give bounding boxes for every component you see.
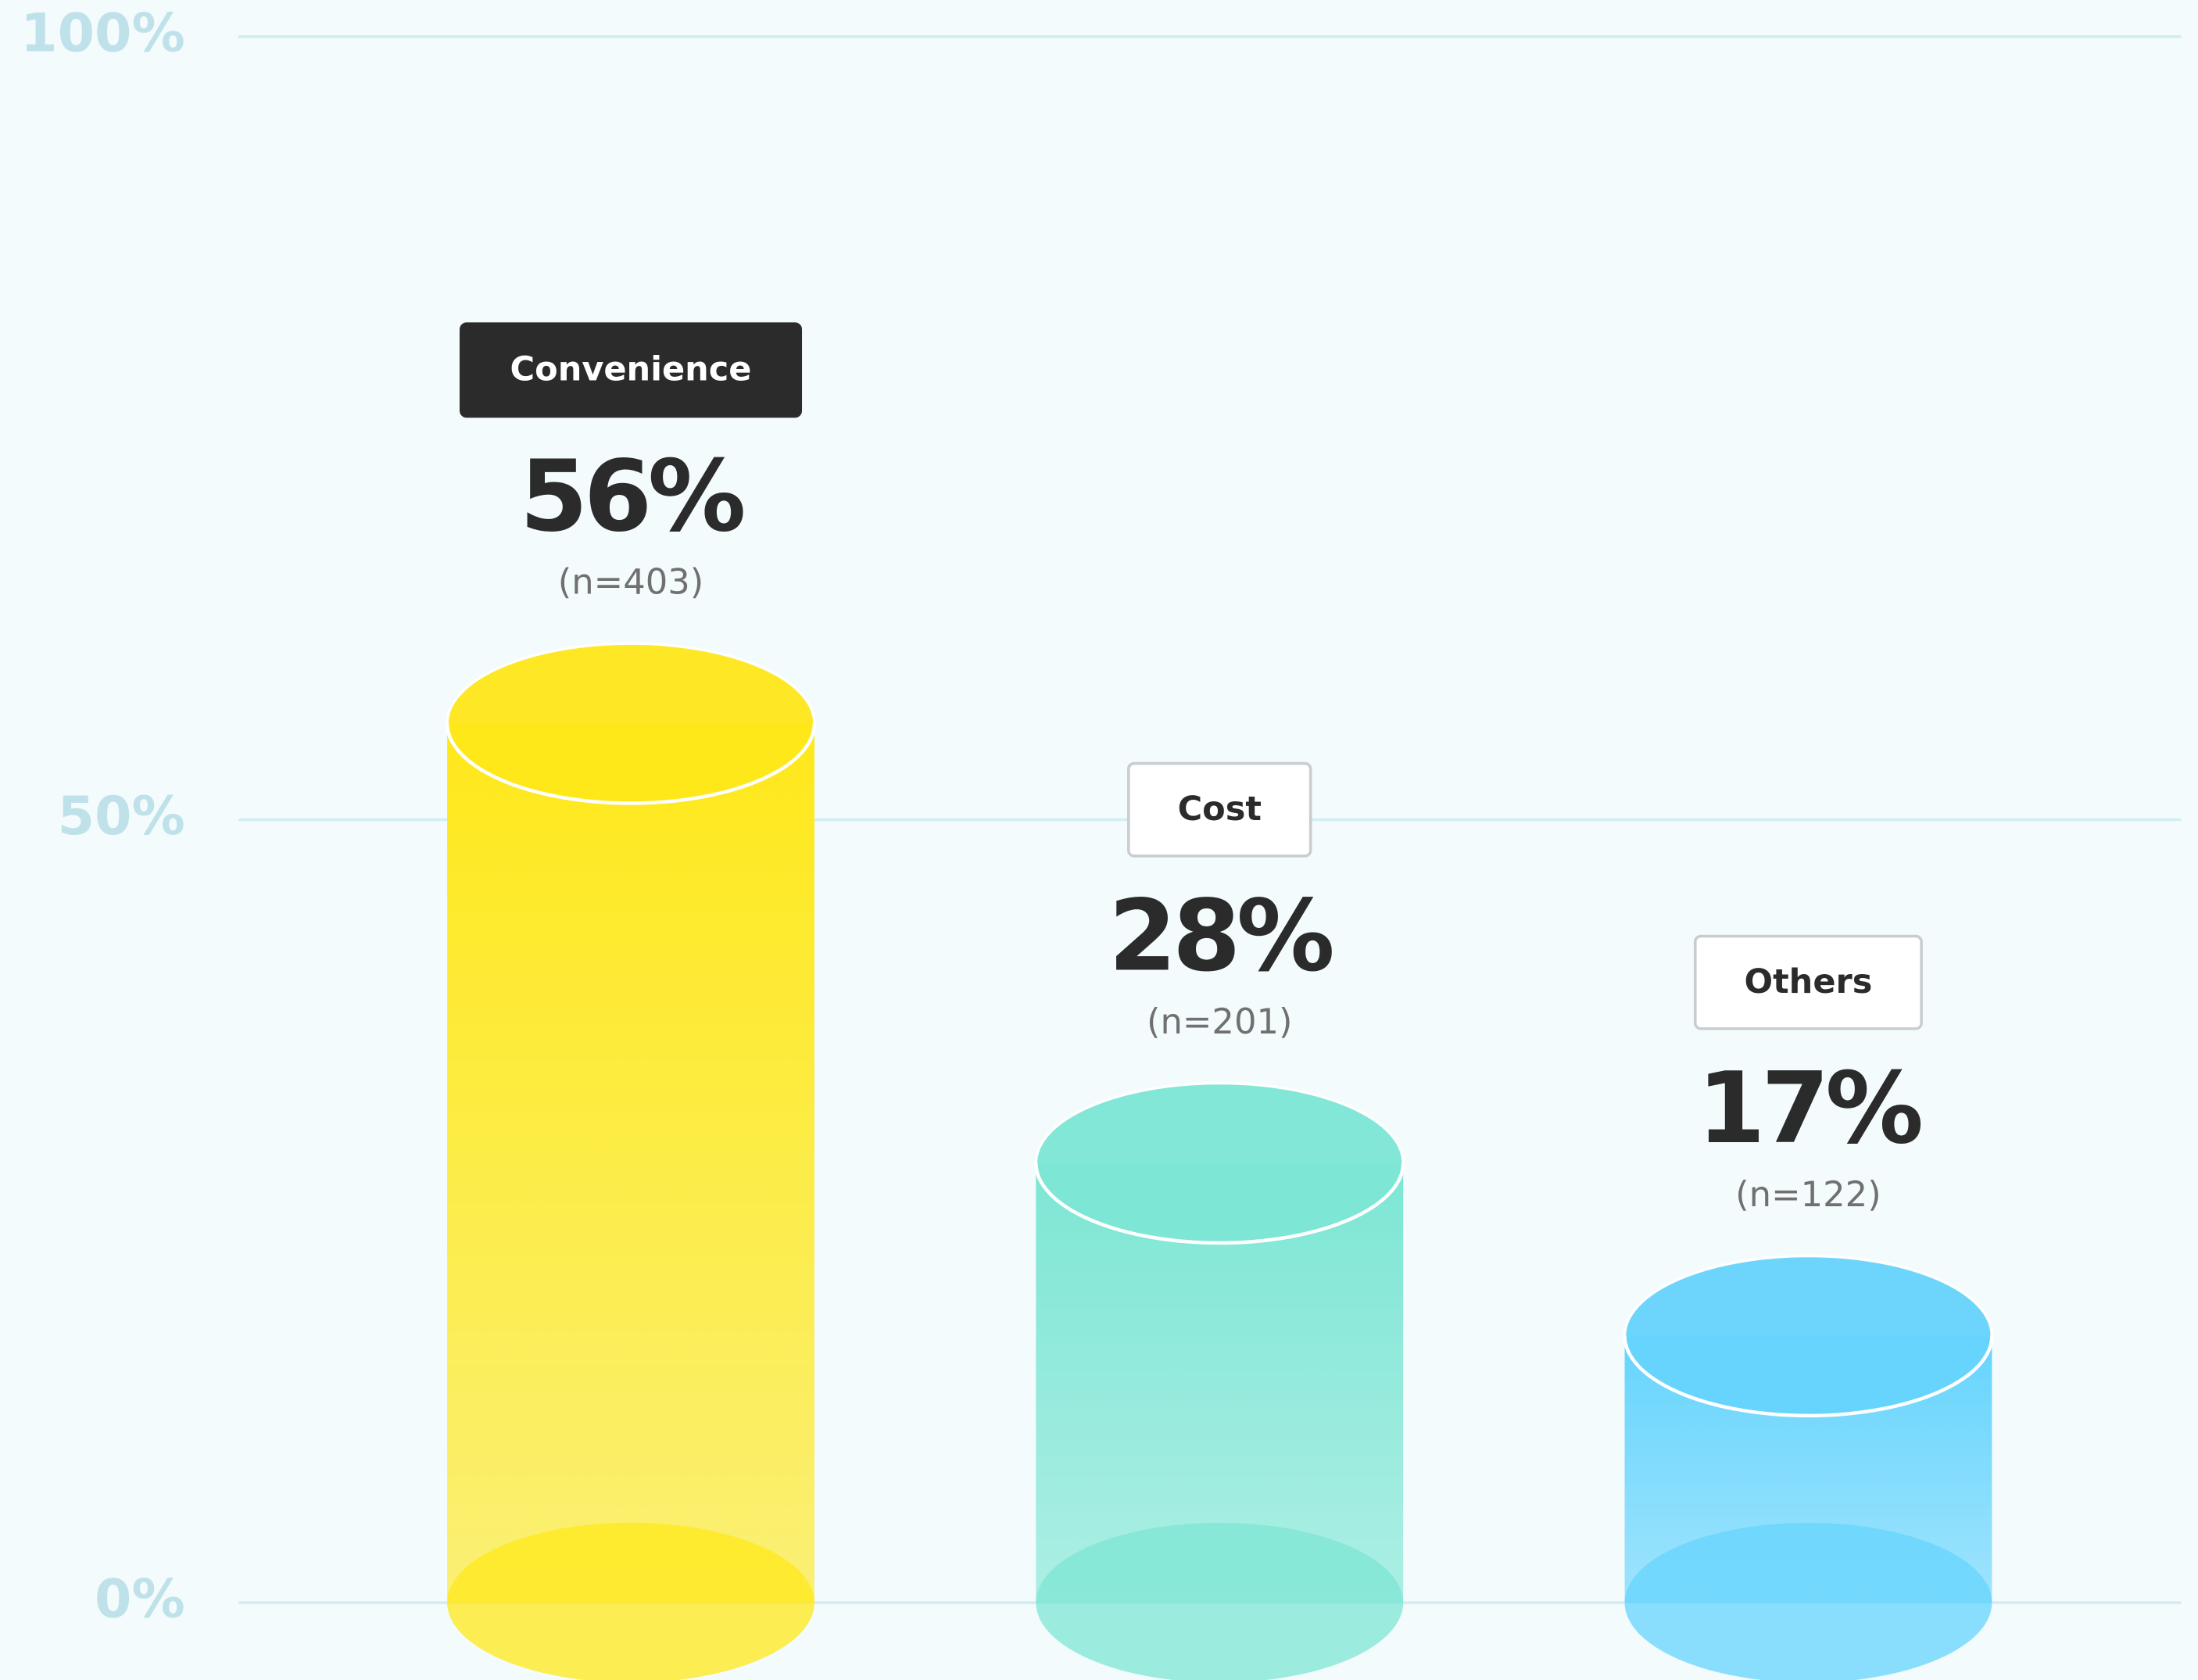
cylinder-rim xyxy=(1034,1162,1405,1245)
y-tick-label: 0% xyxy=(95,1569,185,1631)
y-tick-label: 100% xyxy=(20,2,184,64)
cylinder-rim xyxy=(1623,1335,1994,1418)
y-tick-label: 50% xyxy=(58,786,185,847)
cylinder-rim xyxy=(445,723,817,805)
category-label: Cost xyxy=(1178,790,1262,829)
count-label: (n=122) xyxy=(1735,1173,1881,1215)
category-label-box xyxy=(1127,761,1312,858)
value-label: 56% xyxy=(520,439,743,553)
count-label: (n=403) xyxy=(558,561,704,603)
category-label-box xyxy=(459,322,803,418)
category-label: Convenience xyxy=(510,350,752,389)
category-label-box xyxy=(1693,934,1923,1030)
bar xyxy=(447,723,814,1603)
value-label: 17% xyxy=(1697,1051,1921,1166)
count-label: (n=201) xyxy=(1147,1001,1293,1042)
category-label: Others xyxy=(1745,962,1873,1001)
value-label: 28% xyxy=(1108,878,1332,993)
